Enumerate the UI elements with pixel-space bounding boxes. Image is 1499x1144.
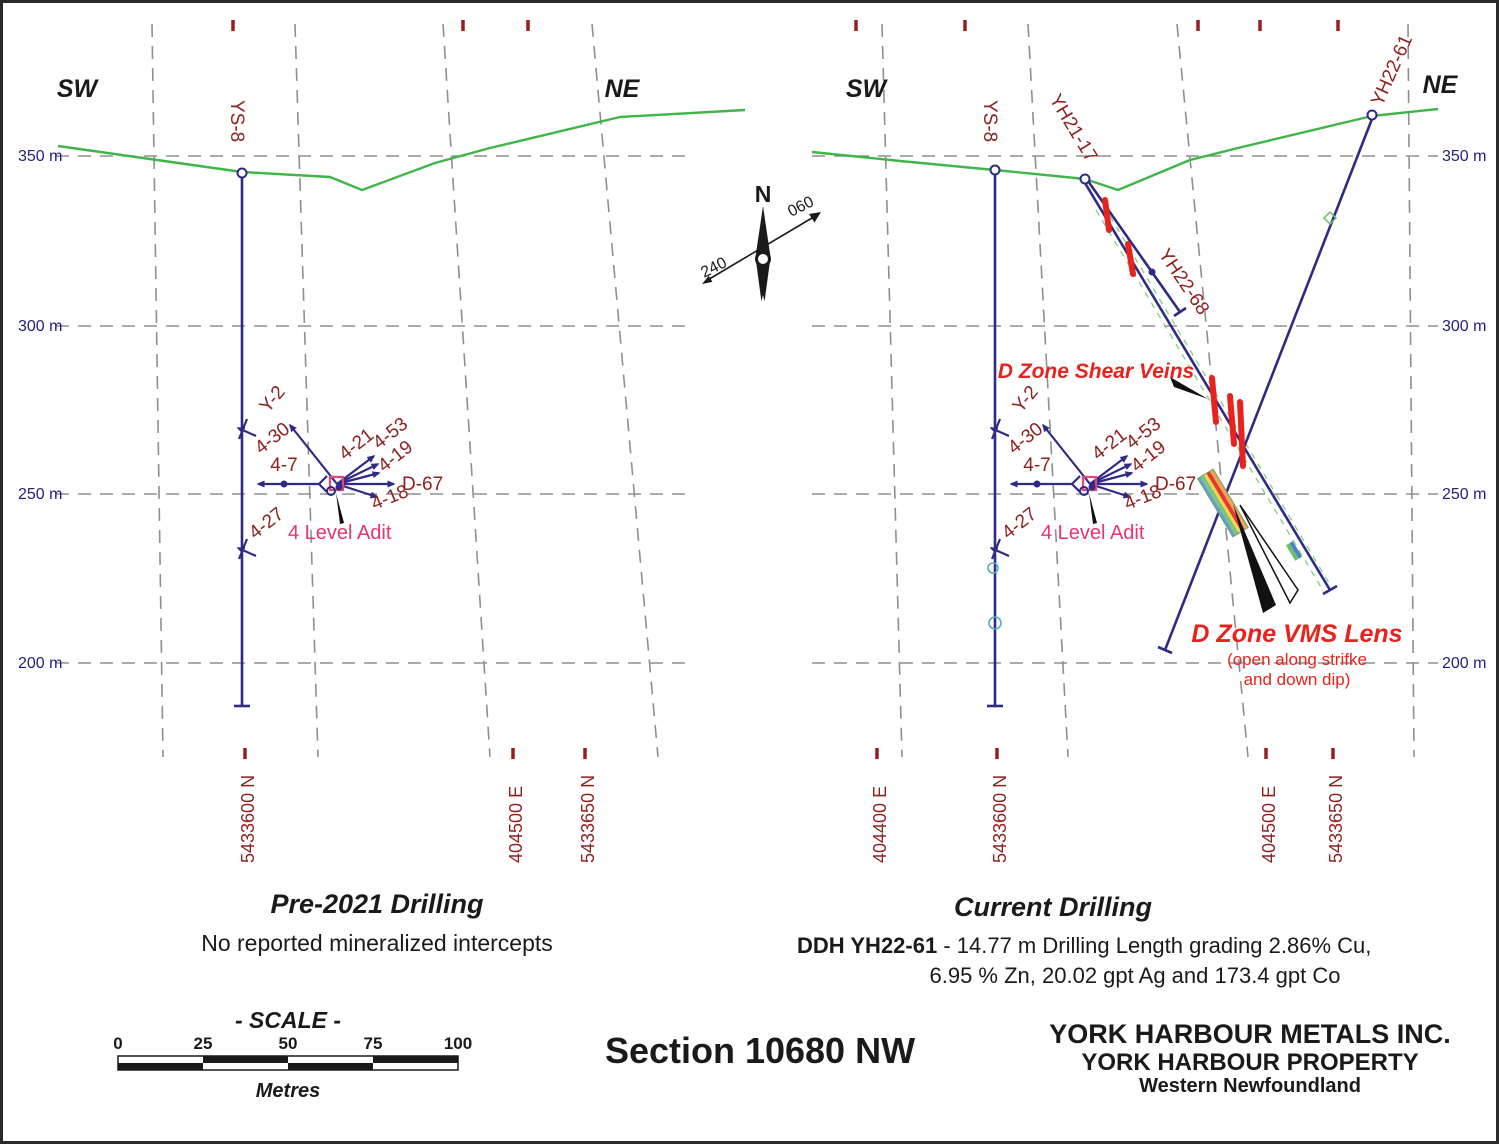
scale-title: - SCALE - — [235, 1007, 341, 1033]
left-panel-title: Pre-2021 Drilling — [270, 889, 484, 919]
scale-bar: - SCALE - 0 25 50 75 100 Metres — [113, 1007, 472, 1102]
scale-tick-0: 0 — [113, 1034, 122, 1053]
hole-label-yh22-68: YH22-68 — [1154, 245, 1213, 319]
elev-right-200: 200 m — [1442, 655, 1486, 672]
intercept-line1: DDH YH22-61 - 14.77 m Drilling Length gr… — [797, 933, 1371, 958]
coordinate-ticks — [231, 20, 1340, 759]
topography-left — [57, 108, 746, 192]
right-panel: YS-8 YH21-17 YH22-68 YH22-61 — [797, 32, 1417, 988]
adit-leader — [336, 493, 344, 524]
coord-label: 5433650 N — [578, 775, 598, 863]
adit-leader — [1089, 493, 1097, 524]
elev-left-300: 300 m — [18, 318, 62, 335]
section-title: Section 10680 NW — [605, 1030, 915, 1071]
fan-label-4-30: 4-30 — [251, 419, 294, 459]
adit-symbol — [1081, 475, 1098, 492]
right-panel-title: Current Drilling — [954, 892, 1153, 922]
alteration-diamond — [1322, 210, 1338, 226]
fan-label-4-27: 4-27 — [245, 504, 288, 544]
adit-label-left: 4 Level Adit — [288, 522, 392, 544]
coord-label: 404500 E — [506, 786, 526, 863]
fan-label-4-18: 4-18 — [1121, 481, 1164, 515]
left-sw-label: SW — [57, 75, 100, 103]
hole-label-ys8-left: YS-8 — [226, 100, 247, 142]
compass-rose-icon: N 060 240 — [698, 181, 821, 313]
scale-tick-50: 50 — [279, 1034, 298, 1053]
scale-tick-25: 25 — [194, 1034, 213, 1053]
scale-unit: Metres — [256, 1080, 320, 1102]
elev-right-250: 250 m — [1442, 486, 1486, 503]
fan-label-4-30: 4-30 — [1004, 419, 1047, 459]
elev-right-350: 350 m — [1442, 148, 1486, 165]
shear-vein-ticks — [1102, 197, 1246, 469]
hole-label-ys8-right: YS-8 — [979, 100, 1000, 142]
hole-label-yh21-17: YH21-17 — [1045, 91, 1102, 166]
adit-label-right: 4 Level Adit — [1041, 522, 1145, 544]
coord-label: 5433600 N — [990, 775, 1010, 863]
coord-label: 404500 E — [1259, 786, 1279, 863]
fan-label-4-27: 4-27 — [998, 504, 1041, 544]
elev-left-250: 250 m — [18, 486, 62, 503]
coord-label: 5433650 N — [1326, 775, 1346, 863]
intercept-marker — [987, 562, 999, 574]
elev-left-200: 200 m — [18, 655, 62, 672]
fan-label-y2: Y-2 — [256, 382, 290, 417]
left-panel: YS-8 Y-2 4-30 4-7 4-21 4-5 — [201, 100, 598, 956]
compass-bearing-sw: 240 — [698, 254, 730, 281]
company-region: Western Newfoundland — [1139, 1075, 1361, 1097]
elevation-labels: 350 m 300 m 250 m 200 m 350 m 300 m 250 … — [18, 148, 1486, 672]
right-ne-label: NE — [1423, 71, 1459, 99]
topography-right — [811, 107, 1439, 192]
left-ne-label: NE — [605, 75, 641, 103]
fan-label-d-67: D-67 — [1155, 474, 1196, 495]
vms-lens-sub1: (open along strifke — [1227, 650, 1367, 669]
shear-veins-label: D Zone Shear Veins — [998, 360, 1194, 383]
scale-tick-100: 100 — [444, 1034, 472, 1053]
vms-leader-outline — [1239, 504, 1299, 605]
company-block: YORK HARBOUR METALS INC. YORK HARBOUR PR… — [1049, 1019, 1451, 1097]
left-panel-subtitle: No reported mineralized intercepts — [201, 930, 553, 956]
adit-fan-right — [1009, 423, 1149, 524]
structure-marker — [989, 418, 1010, 560]
fan-label-4-7: 4-7 — [1023, 455, 1050, 476]
company-name: YORK HARBOUR METALS INC. — [1049, 1019, 1451, 1049]
fan-label-y2: Y-2 — [1009, 382, 1043, 417]
fan-label-4-18: 4-18 — [368, 481, 411, 515]
adit-fan-left — [256, 423, 396, 524]
intercept-band-small — [1285, 541, 1303, 561]
intercept-marker — [988, 616, 1002, 630]
shear-leader — [1170, 377, 1208, 399]
coord-label: 404400 E — [870, 786, 890, 863]
vms-lens-band — [1197, 468, 1249, 538]
scale-tick-75: 75 — [364, 1034, 383, 1053]
adit-symbol — [328, 475, 345, 492]
vms-lens-sub2: and down dip) — [1244, 670, 1351, 689]
vms-leader — [1233, 504, 1276, 613]
elev-left-350: 350 m — [18, 148, 62, 165]
fan-label-4-7: 4-7 — [270, 455, 297, 476]
coord-label: 5433600 N — [238, 775, 258, 863]
intercept-line2: 6.95 % Zn, 20.02 gpt Ag and 173.4 gpt Co — [930, 963, 1341, 988]
compass-north-label: N — [755, 181, 772, 207]
fan-label-d-67: D-67 — [402, 474, 443, 495]
hole-label-yh22-61: YH22-61 — [1367, 32, 1417, 109]
elev-right-300: 300 m — [1442, 318, 1486, 335]
vms-lens-label: D Zone VMS Lens — [1191, 620, 1402, 648]
company-property: YORK HARBOUR PROPERTY — [1081, 1049, 1418, 1076]
right-sw-label: SW — [846, 75, 889, 103]
structure-marker — [236, 418, 257, 560]
